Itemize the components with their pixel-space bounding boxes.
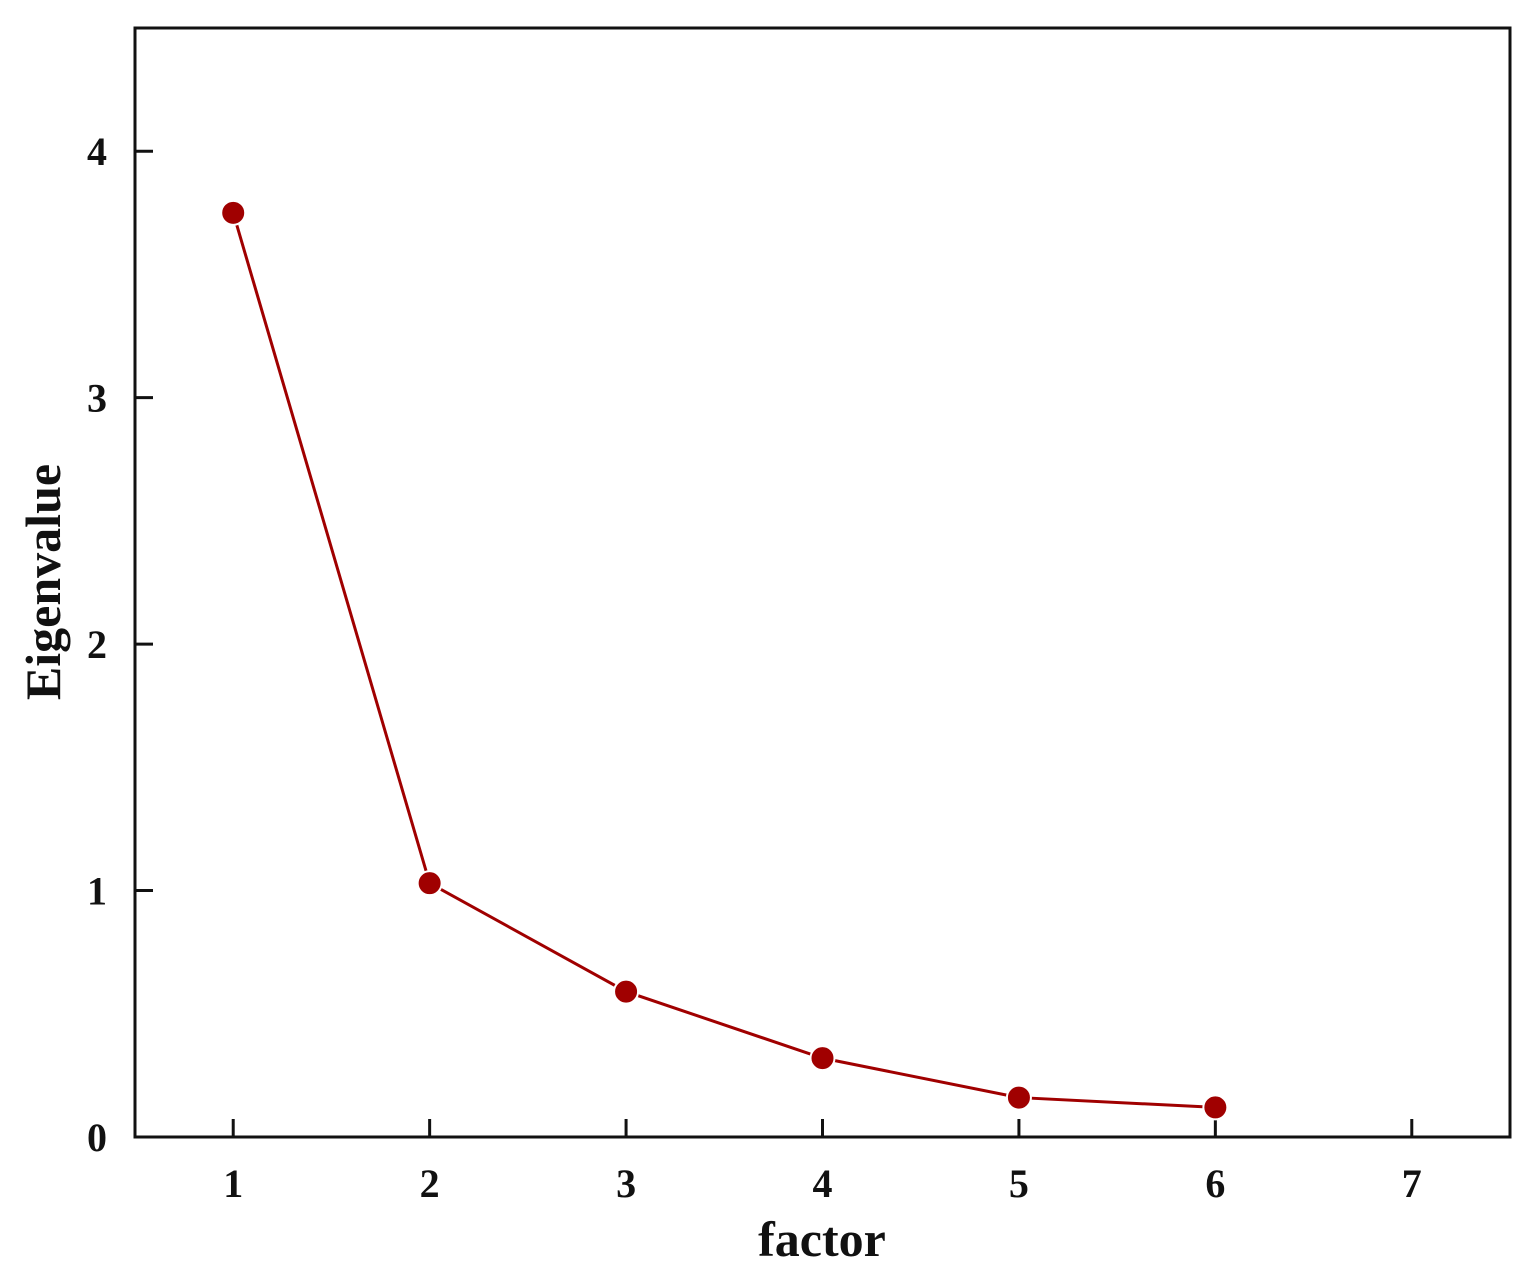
x-tick-label: 7	[1402, 1161, 1422, 1206]
x-tick-label: 6	[1205, 1161, 1225, 1206]
x-tick-label: 2	[420, 1161, 440, 1206]
data-point	[613, 978, 640, 1005]
data-point	[1202, 1094, 1229, 1121]
y-tick-label: 0	[87, 1115, 107, 1160]
x-tick-label: 4	[813, 1161, 833, 1206]
y-tick-label: 4	[87, 129, 107, 174]
y-tick-label: 2	[87, 622, 107, 667]
data-point	[416, 870, 443, 897]
data-point	[220, 199, 247, 226]
x-tick-label: 3	[616, 1161, 636, 1206]
data-point	[1005, 1084, 1032, 1111]
y-tick-label: 1	[87, 869, 107, 914]
x-axis-title: factor	[758, 1211, 886, 1267]
series-points-group	[220, 199, 1229, 1121]
x-axis-ticks: 1 2 3 4 5 6 7	[223, 1119, 1422, 1206]
y-axis-ticks: 0 1 2 3 4	[87, 129, 153, 1160]
data-point	[809, 1045, 836, 1072]
x-tick-label: 5	[1009, 1161, 1029, 1206]
series-line	[231, 212, 1216, 1109]
series-line-group	[231, 212, 1216, 1109]
x-tick-label: 1	[223, 1161, 243, 1206]
y-tick-label: 3	[87, 376, 107, 421]
y-axis-title: Eigenvalue	[15, 464, 71, 700]
